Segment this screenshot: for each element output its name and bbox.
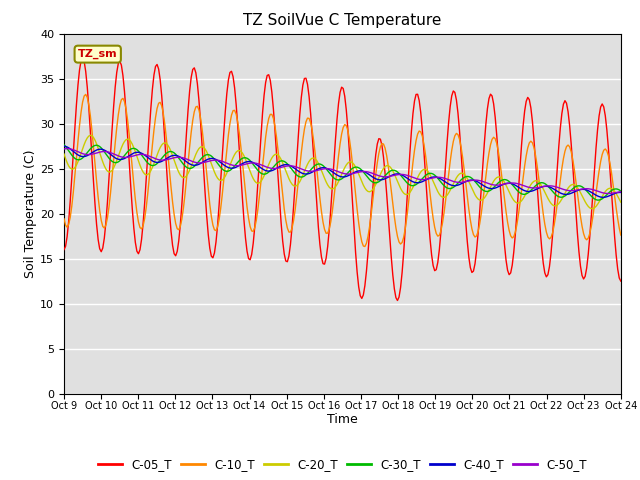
Y-axis label: Soil Temperature (C): Soil Temperature (C): [24, 149, 37, 278]
Title: TZ SoilVue C Temperature: TZ SoilVue C Temperature: [243, 13, 442, 28]
X-axis label: Time: Time: [327, 413, 358, 426]
Text: TZ_sm: TZ_sm: [78, 49, 118, 59]
Legend: C-05_T, C-10_T, C-20_T, C-30_T, C-40_T, C-50_T: C-05_T, C-10_T, C-20_T, C-30_T, C-40_T, …: [93, 454, 591, 476]
